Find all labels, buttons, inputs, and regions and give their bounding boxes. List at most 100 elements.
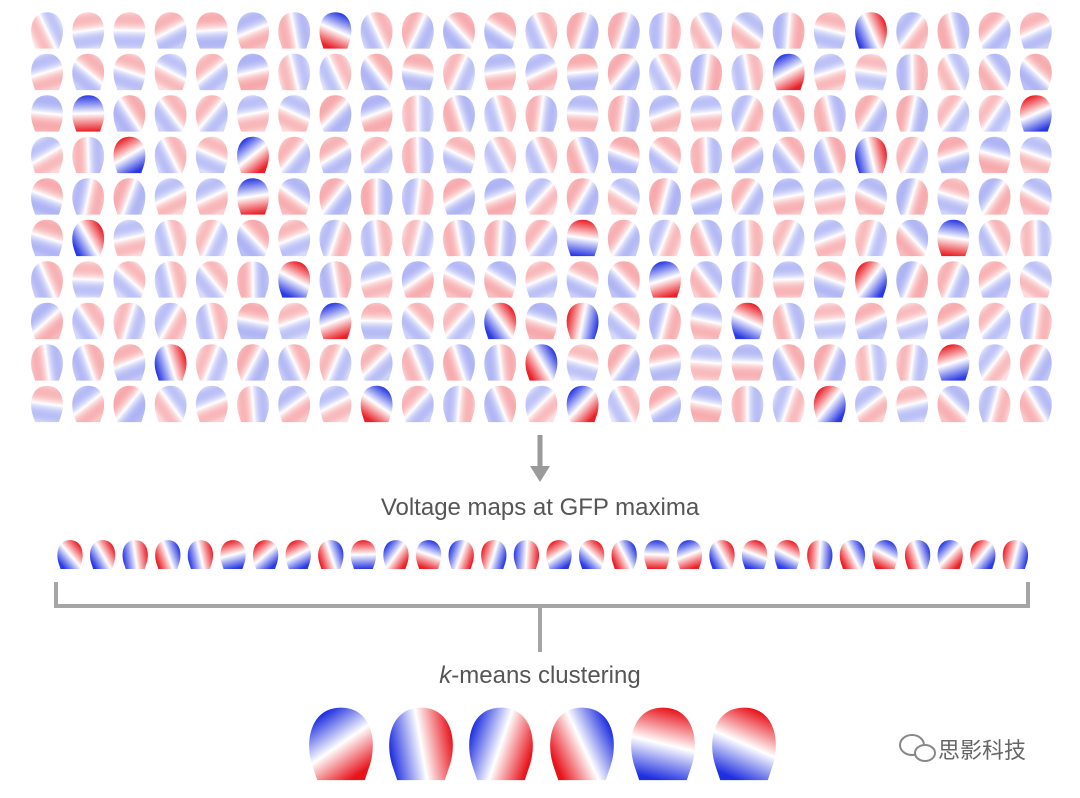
voltage-map-shade <box>484 136 517 174</box>
voltage-map-shade <box>937 219 970 257</box>
voltage-map-shade <box>978 344 1011 381</box>
voltage-map-shade <box>72 219 105 257</box>
voltage-map-shade <box>237 136 269 174</box>
voltage-map-shade <box>937 261 970 298</box>
voltage-map-shade <box>772 178 805 215</box>
voltage-map-shade <box>525 53 558 91</box>
voltage-map-shade <box>484 344 517 381</box>
voltage-map-shade <box>319 178 352 215</box>
voltage-map-shade <box>154 136 187 174</box>
voltage-map-shade <box>237 219 269 257</box>
voltage-map-shade <box>813 385 846 423</box>
voltage-map-shade <box>72 178 105 215</box>
voltage-map-shade <box>31 95 63 132</box>
gfp-map-shade <box>285 540 311 569</box>
voltage-map-shade <box>31 302 63 340</box>
gfp-map-shade <box>970 540 996 569</box>
voltage-map-shade <box>607 344 640 381</box>
voltage-map-shade <box>772 302 805 340</box>
voltage-map-shade <box>855 95 887 132</box>
gfp-map-shade <box>187 540 214 569</box>
voltage-map-shade <box>690 178 723 215</box>
voltage-map-shade <box>195 95 228 132</box>
voltage-map-shade <box>31 219 63 257</box>
voltage-map-shade <box>319 53 352 91</box>
voltage-map-shade <box>484 385 517 423</box>
voltage-map-shade <box>525 261 558 298</box>
voltage-map-shade <box>607 178 640 215</box>
voltage-map-shade <box>525 385 558 423</box>
gfp-map-shade <box>937 540 963 569</box>
voltage-map-shade <box>31 53 63 91</box>
voltage-map-shade <box>978 95 1011 132</box>
voltage-map-shade <box>978 53 1011 91</box>
voltage-map-shade <box>937 136 970 174</box>
voltage-map-shade <box>113 95 146 132</box>
voltage-map-shade <box>237 302 269 340</box>
gfp-map-shade <box>415 540 442 569</box>
voltage-map-shade <box>525 178 558 215</box>
voltage-map-shade <box>896 344 929 381</box>
voltage-map-shade <box>813 95 846 132</box>
voltage-map-shade <box>113 178 146 215</box>
gfp-map-shade <box>155 540 181 569</box>
voltage-map-shade <box>649 12 681 49</box>
voltage-map-shade <box>813 136 846 174</box>
voltage-map-shade <box>360 12 393 49</box>
voltage-map-shade <box>113 219 146 257</box>
voltage-map-shade <box>937 344 970 381</box>
voltage-map-shade <box>319 302 352 340</box>
voltage-map-shade <box>113 53 146 91</box>
voltage-map-shade <box>607 95 640 132</box>
gfp-map-shade <box>513 540 540 569</box>
voltage-map-shade <box>649 261 681 298</box>
cluster-maps <box>309 707 776 781</box>
voltage-map-shade <box>31 385 63 423</box>
voltage-map-shade <box>566 95 599 132</box>
voltage-map-shade <box>72 261 105 298</box>
voltage-map-shade <box>401 344 434 381</box>
voltage-map-shade <box>731 136 764 174</box>
arrow-label: Voltage maps at GFP maxima <box>381 494 700 521</box>
voltage-map-shade <box>360 95 393 132</box>
voltage-map-shade <box>731 302 764 340</box>
voltage-map-shade <box>278 261 311 298</box>
voltage-map-shade <box>278 385 311 423</box>
voltage-map-shade <box>360 219 393 257</box>
voltage-map-shade <box>937 95 970 132</box>
voltage-map-shade <box>319 95 352 132</box>
gfp-map-shade <box>611 540 637 569</box>
voltage-map-shade <box>195 12 228 49</box>
voltage-map-shade <box>1019 302 1052 340</box>
voltage-map-shade <box>72 302 105 340</box>
voltage-map-shade <box>195 302 228 340</box>
voltage-map-shade <box>113 302 146 340</box>
cluster-map-shade <box>389 707 453 781</box>
voltage-map-shade <box>154 12 187 49</box>
voltage-map-shade <box>649 95 681 132</box>
voltage-map-shade <box>1019 178 1052 215</box>
voltage-map-shade <box>360 53 393 91</box>
voltage-map-shade <box>731 261 764 298</box>
voltage-map-shade <box>525 136 558 174</box>
voltage-map-shade <box>360 344 393 381</box>
voltage-map-shade <box>649 178 681 215</box>
voltage-map-shade <box>1019 95 1052 132</box>
voltage-map-shade <box>154 219 187 257</box>
clustering-label: k-means clustering <box>439 662 640 689</box>
voltage-map-shade <box>484 219 517 257</box>
voltage-map-shade <box>813 178 846 215</box>
voltage-map-shade <box>443 53 475 91</box>
gfp-map-shade <box>122 540 148 569</box>
voltage-map-shade <box>319 261 352 298</box>
voltage-map-shade <box>772 385 805 423</box>
voltage-map-shade <box>607 261 640 298</box>
voltage-map-shade <box>443 12 475 49</box>
voltage-map-shade <box>113 261 146 298</box>
voltage-map-shade <box>937 302 970 340</box>
voltage-map-shade <box>607 12 640 49</box>
voltage-map-grid <box>31 12 1052 423</box>
voltage-map-shade <box>690 344 723 381</box>
voltage-map-shade <box>649 53 681 91</box>
